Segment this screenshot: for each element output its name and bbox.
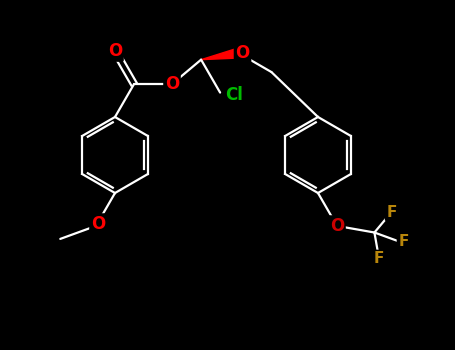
Text: F: F: [386, 205, 397, 220]
Text: O: O: [91, 215, 105, 233]
Text: O: O: [108, 42, 122, 60]
Text: O: O: [330, 217, 344, 235]
Text: O: O: [235, 44, 250, 62]
Polygon shape: [201, 48, 239, 60]
Text: Cl: Cl: [225, 85, 243, 104]
Text: F: F: [374, 251, 384, 266]
Text: O: O: [165, 75, 179, 93]
Text: F: F: [398, 234, 409, 249]
